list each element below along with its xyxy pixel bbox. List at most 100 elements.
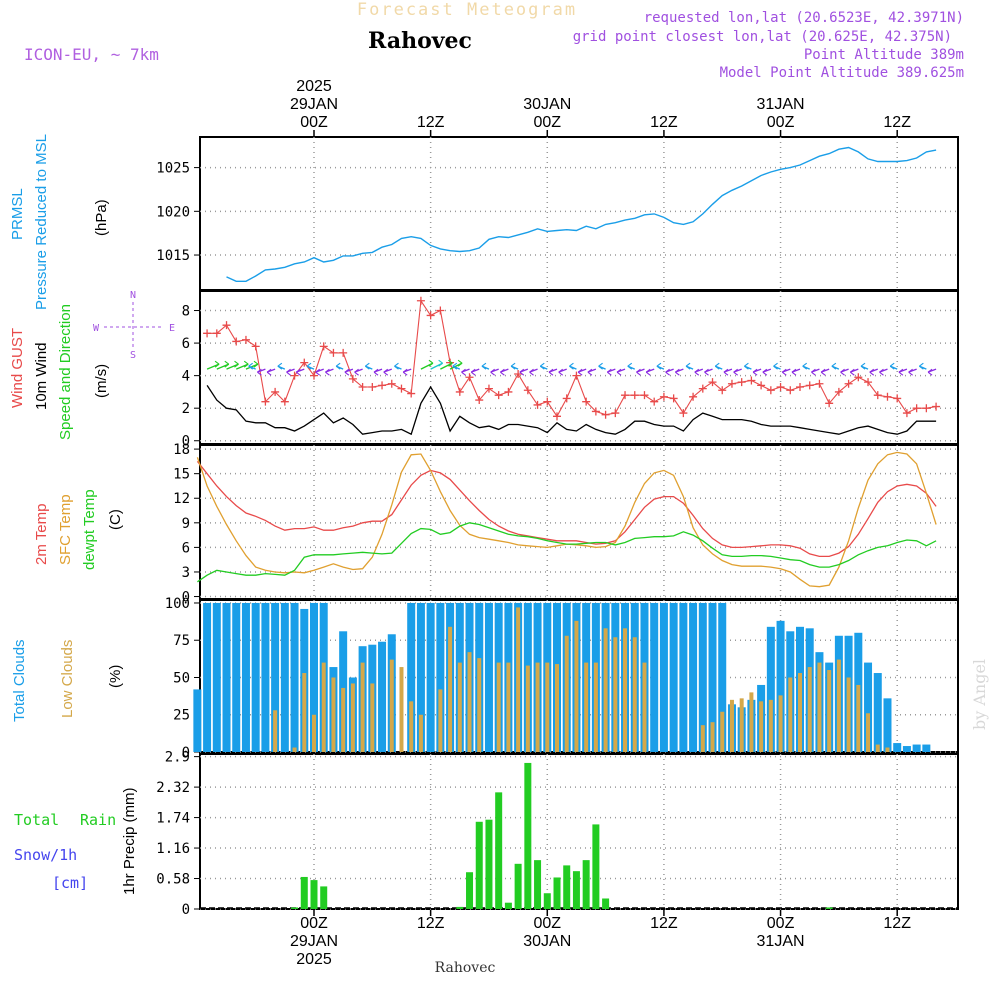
temp-ytick-label: 12 bbox=[173, 491, 190, 507]
low-cloud-bar bbox=[846, 677, 851, 752]
wind-arrow-head bbox=[773, 362, 778, 370]
low-cloud-bar bbox=[312, 714, 316, 752]
time-label: 12Z bbox=[883, 114, 911, 131]
gust-point bbox=[484, 384, 493, 393]
pressure-line bbox=[226, 146, 937, 282]
gust-point bbox=[514, 370, 523, 379]
low-cloud-bar bbox=[350, 683, 355, 752]
wind-arrow-head bbox=[752, 368, 758, 376]
rain-bar bbox=[582, 860, 590, 909]
wind-arrow-head bbox=[802, 362, 808, 370]
low-cloud-bar bbox=[584, 662, 589, 752]
rain-bar bbox=[456, 906, 464, 909]
gust-point bbox=[504, 387, 513, 396]
low-cloud-bar bbox=[370, 683, 375, 752]
gust-point bbox=[679, 409, 688, 418]
prmsl-ytick-label: 1015 bbox=[156, 248, 190, 264]
total-clouds-label: Total Clouds bbox=[11, 639, 28, 722]
gust-point bbox=[825, 399, 834, 408]
time-label: 31JAN bbox=[757, 96, 805, 113]
low-cloud-bar bbox=[798, 673, 802, 752]
gust-point bbox=[378, 381, 387, 390]
compass-east: E bbox=[169, 323, 175, 334]
gust-point bbox=[757, 381, 766, 390]
total-cloud-bar bbox=[883, 698, 892, 752]
time-label: 00Z bbox=[767, 114, 795, 131]
cloud-panel: 0 25 50 75 100 bbox=[165, 596, 959, 761]
wind-arrow-head bbox=[762, 368, 768, 376]
low-cloud-bar bbox=[273, 710, 278, 752]
wind-arrow-head bbox=[606, 368, 612, 376]
wind10-line bbox=[206, 385, 937, 436]
model-name: ICON-EU, ~ 7km bbox=[24, 45, 159, 64]
wind-arrow-head bbox=[364, 362, 370, 370]
rain-bar bbox=[475, 821, 483, 909]
wind-arrow-head bbox=[490, 368, 496, 376]
gust-point bbox=[776, 383, 785, 392]
low-cloud-bar bbox=[360, 662, 365, 752]
time-label: 12Z bbox=[883, 915, 911, 932]
wind-arrow-head bbox=[257, 368, 262, 376]
gust-point bbox=[932, 402, 941, 411]
wind-arrow-head bbox=[529, 368, 534, 376]
gust-point bbox=[796, 383, 804, 392]
precip-ytick-label: 2.9 bbox=[165, 750, 190, 766]
wind-arrow-head bbox=[704, 368, 709, 376]
low-cloud-bar bbox=[623, 628, 628, 752]
low-cloud-bar bbox=[448, 626, 453, 752]
wind-ytick-label: 0 bbox=[182, 434, 190, 450]
gust-point bbox=[669, 394, 678, 403]
gust-point bbox=[475, 396, 484, 405]
low-cloud-bar bbox=[506, 662, 511, 752]
location-title: Rahovec bbox=[368, 28, 472, 54]
wind-arrow-head bbox=[500, 368, 505, 376]
wind-arrow-head bbox=[569, 362, 574, 370]
wind-arrow-head bbox=[665, 368, 670, 376]
prmsl-ytick-label: 1020 bbox=[156, 204, 190, 220]
rain-bar bbox=[310, 880, 318, 909]
time-label: 2025 bbox=[296, 951, 332, 968]
wind-arrow-head bbox=[253, 360, 259, 368]
total-cloud-bar bbox=[912, 744, 921, 752]
total-cloud-bar bbox=[212, 602, 221, 752]
header: Forecast Meteogram Rahovec ICON-EU, ~ 7k… bbox=[24, 0, 989, 976]
gust-point bbox=[543, 397, 552, 406]
precip-total-label: Total bbox=[14, 811, 59, 829]
total-cloud-bar bbox=[203, 602, 212, 752]
time-label: 00Z bbox=[300, 915, 328, 932]
total-cloud-bar bbox=[864, 662, 873, 752]
rain-bar bbox=[291, 907, 299, 909]
total-cloud-bar bbox=[922, 744, 931, 752]
wind-arrow-head bbox=[295, 368, 301, 376]
rain-bar bbox=[825, 907, 833, 909]
wind-panel: 0 2 4 6 8 bbox=[182, 290, 959, 450]
gust-point bbox=[766, 386, 775, 395]
cloud-unit: (%) bbox=[107, 665, 124, 688]
total-cloud-bar bbox=[241, 602, 250, 752]
wind-arrow-head bbox=[452, 362, 458, 370]
wind-unit: (m/s) bbox=[93, 364, 110, 398]
precip-ytick-label: 0 bbox=[182, 902, 190, 918]
gust-point bbox=[611, 409, 620, 418]
precip-unit: 1hr Precip (mm) bbox=[121, 787, 138, 895]
gust-point bbox=[737, 378, 746, 387]
low-cloud-bar bbox=[341, 687, 346, 752]
gust-point bbox=[271, 387, 280, 396]
low-cloud-bar bbox=[438, 689, 443, 752]
low-cloud-bar bbox=[477, 658, 482, 752]
wind-arrow-head bbox=[840, 368, 845, 376]
time-label: 00Z bbox=[533, 915, 561, 932]
wind-arrow-head bbox=[860, 362, 866, 370]
wind-arrow-head bbox=[306, 362, 312, 370]
low-cloud-bar bbox=[720, 711, 725, 752]
low-cloud-bar bbox=[525, 665, 530, 752]
gust-point bbox=[902, 409, 911, 418]
precip-snow-label: Snow/1h bbox=[14, 846, 77, 864]
gust-point bbox=[582, 397, 591, 406]
wind-arrow-head bbox=[428, 359, 434, 367]
point-altitude: Point Altitude 389m bbox=[804, 47, 964, 63]
precip-cm-label: [cm] bbox=[52, 874, 88, 892]
gust-point bbox=[708, 378, 717, 387]
total-cloud-bar bbox=[222, 602, 231, 752]
